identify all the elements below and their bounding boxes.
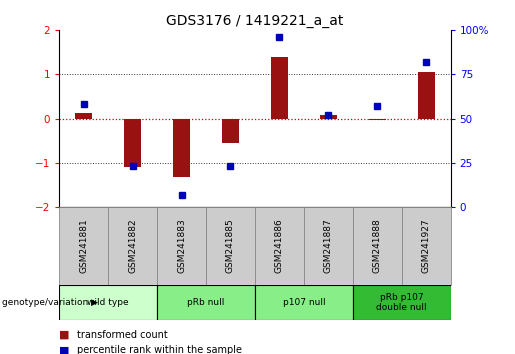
Bar xyxy=(402,207,451,285)
Text: GSM241887: GSM241887 xyxy=(324,219,333,273)
Bar xyxy=(255,285,353,320)
Bar xyxy=(173,119,190,177)
Text: GSM241886: GSM241886 xyxy=(275,219,284,273)
Bar xyxy=(124,119,141,167)
Bar xyxy=(320,115,337,119)
Text: pRb p107
double null: pRb p107 double null xyxy=(376,293,427,312)
Text: transformed count: transformed count xyxy=(77,330,168,339)
Bar xyxy=(353,285,451,320)
Bar xyxy=(271,57,288,119)
Bar xyxy=(108,207,157,285)
Bar xyxy=(59,285,157,320)
Bar xyxy=(206,207,255,285)
Text: percentile rank within the sample: percentile rank within the sample xyxy=(77,346,242,354)
Bar xyxy=(157,207,206,285)
Bar xyxy=(75,113,92,119)
Bar xyxy=(304,207,353,285)
Text: ■: ■ xyxy=(59,330,70,339)
Bar xyxy=(222,119,239,143)
Bar xyxy=(353,207,402,285)
Text: GSM241885: GSM241885 xyxy=(226,219,235,273)
Bar xyxy=(255,207,304,285)
Title: GDS3176 / 1419221_a_at: GDS3176 / 1419221_a_at xyxy=(166,14,344,28)
Text: GSM241882: GSM241882 xyxy=(128,219,137,273)
Bar xyxy=(418,72,435,119)
Text: p107 null: p107 null xyxy=(283,298,325,307)
Text: GSM241888: GSM241888 xyxy=(373,219,382,273)
Text: GSM241881: GSM241881 xyxy=(79,219,88,273)
Text: wild type: wild type xyxy=(88,298,129,307)
Text: genotype/variation ▶: genotype/variation ▶ xyxy=(2,298,97,307)
Text: pRb null: pRb null xyxy=(187,298,225,307)
Text: GSM241883: GSM241883 xyxy=(177,219,186,273)
Bar xyxy=(157,285,255,320)
Bar xyxy=(369,119,386,120)
Text: GSM241927: GSM241927 xyxy=(422,219,431,273)
Text: ■: ■ xyxy=(59,346,70,354)
Bar xyxy=(59,207,108,285)
